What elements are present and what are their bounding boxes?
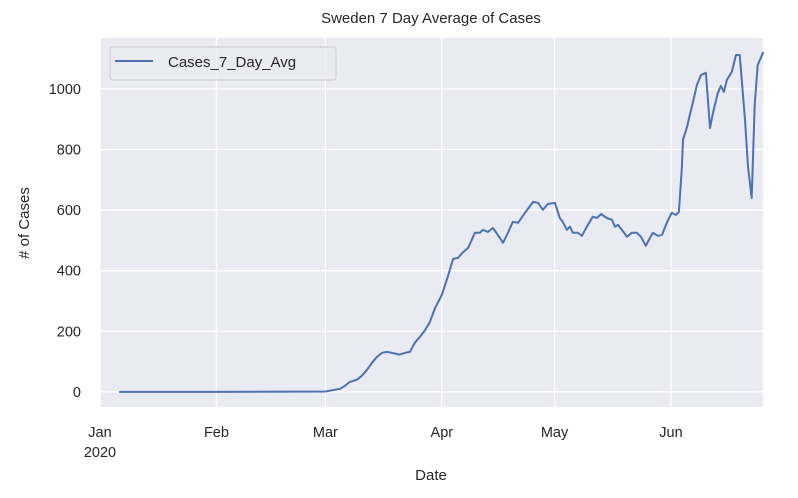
y-tick-label: 0 xyxy=(73,385,81,401)
legend-label: Cases_7_Day_Avg xyxy=(168,54,296,71)
x-axis-label: Date xyxy=(415,467,447,484)
plot-area xyxy=(100,38,763,407)
x-tick-labels: Jan 2020 Feb Mar Apr May Jun xyxy=(84,425,683,461)
y-tick-label: 200 xyxy=(57,324,81,340)
series-line-cases-7-day-avg xyxy=(118,51,764,393)
y-axis-label: # of Cases xyxy=(16,187,33,259)
y-tick-label: 1000 xyxy=(49,82,81,98)
chart-title: Sweden 7 Day Average of Cases xyxy=(321,10,541,27)
x-tick-label: Feb xyxy=(204,425,229,441)
x-tick-label: Jun xyxy=(659,425,682,441)
y-tick-label: 800 xyxy=(57,142,81,158)
x-tick-label: May xyxy=(541,425,569,441)
x-tick-label: Mar xyxy=(313,425,338,441)
x-tick-label: Apr xyxy=(431,425,454,441)
y-tick-labels: 0 200 400 600 800 1000 xyxy=(49,82,81,401)
legend-box xyxy=(109,46,337,81)
y-tick-label: 600 xyxy=(57,203,81,219)
y-tick-label: 400 xyxy=(57,264,81,280)
x-tick-sublabel: 2020 xyxy=(84,445,116,461)
legend: Cases_7_Day_Avg xyxy=(109,46,337,81)
x-tick-label: Jan xyxy=(88,425,111,441)
